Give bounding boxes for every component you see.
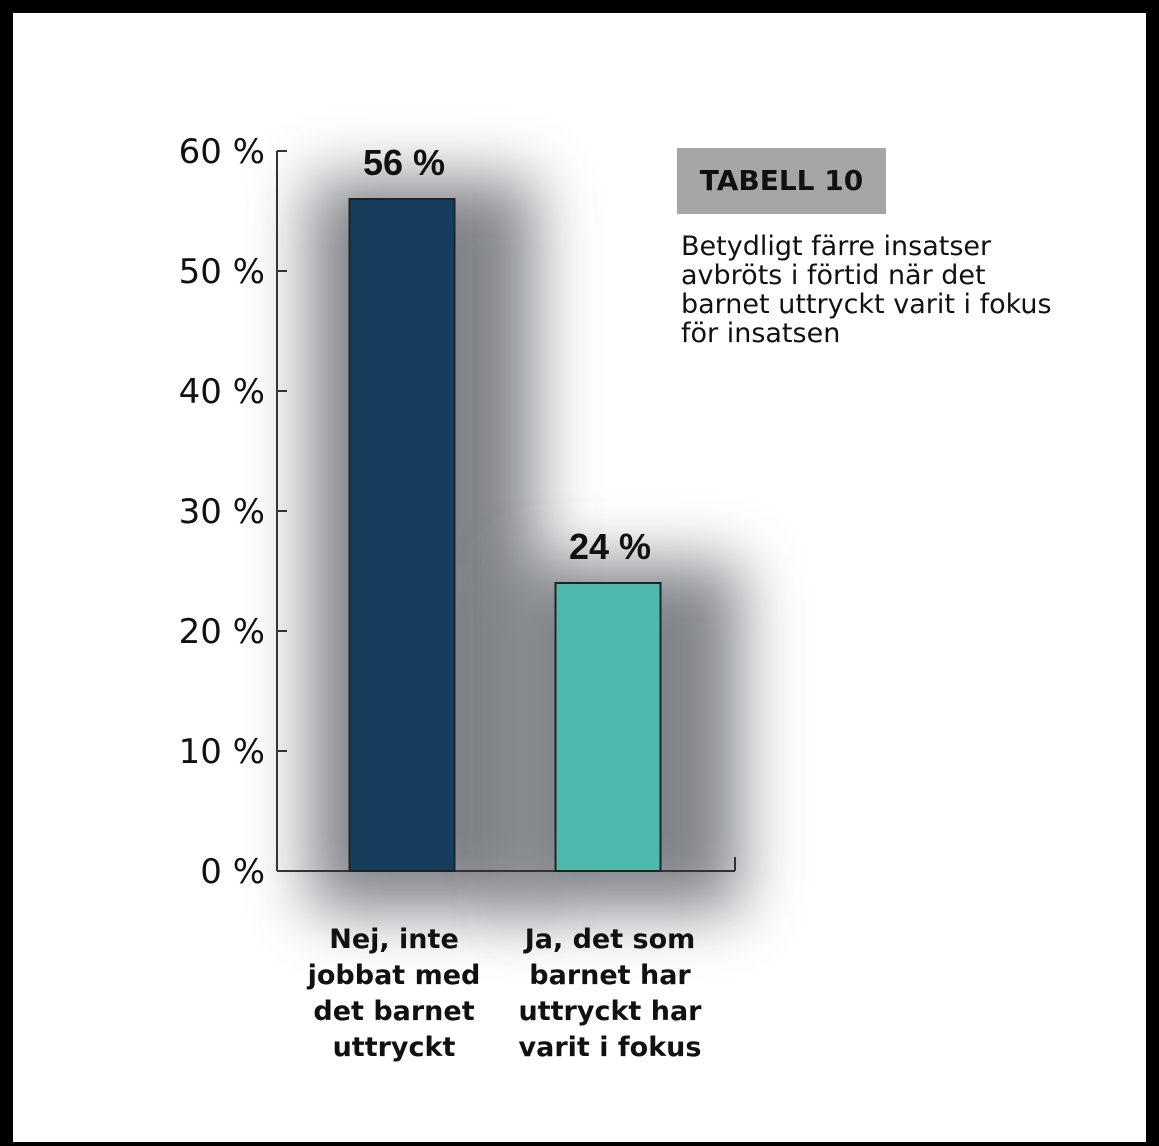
table-title-box: TABELL 10 [677,148,886,214]
category-label-line: Nej, inte [329,924,459,955]
labels: 56 % 24 % Nej, inte jobbat med det barnet utt… [307,142,703,1063]
y-tick-label: 0 % [200,852,265,892]
table-description: Betydligt färre insatser avbröts i förti… [681,231,1052,349]
bars [348,198,662,872]
y-tick-label: 30 % [179,492,265,532]
category-label-line: barnet har [529,960,691,991]
category-label-line: det barnet [313,996,474,1027]
category-label-line: uttryckt har [519,996,703,1027]
category-label: Ja, det som barnet har uttryckt har varit i… [519,924,703,1063]
y-tick-label: 20 % [179,612,265,652]
table-title: TABELL 10 [699,164,864,197]
y-tick-label: 50 % [179,252,265,292]
category-label-line: varit i fokus [519,1032,702,1063]
category-label-line: Ja, det som [523,924,696,955]
category-label-line: uttryckt [333,1032,456,1063]
axes: 0 % 10 % 20 % 30 % 40 % 50 % 60 % [179,132,736,892]
category-label-line: jobbat med [307,960,481,991]
bar-1 [554,582,662,872]
y-tick-label: 60 % [179,132,265,172]
category-label: Nej, inte jobbat med det barnet uttryckt [307,924,481,1063]
data-label: 56 % [363,142,445,183]
bar-0 [348,198,456,872]
y-tick-label: 10 % [179,732,265,772]
data-label: 24 % [569,526,651,567]
y-tick-label: 40 % [179,372,265,412]
